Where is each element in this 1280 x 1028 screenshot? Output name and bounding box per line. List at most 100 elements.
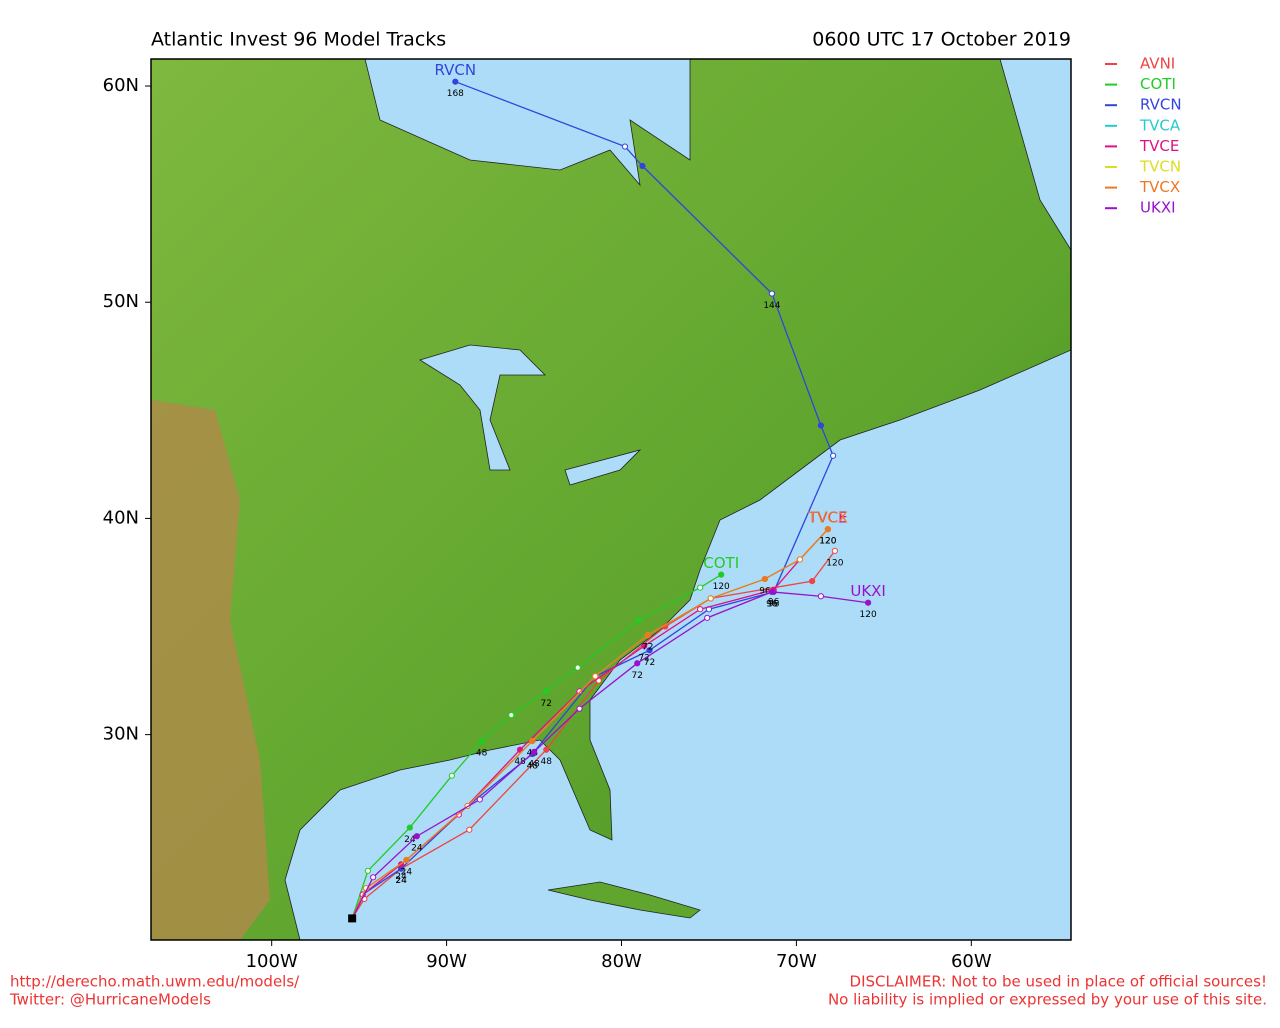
hour-label: 24: [395, 876, 407, 886]
liability: No liability is implied or expressed by …: [828, 991, 1267, 1009]
track-point: [697, 584, 704, 591]
track-point: [635, 616, 643, 624]
hour-label: 24: [401, 868, 413, 878]
legend-label: UKXI: [1140, 199, 1176, 217]
legend-label: TVCN: [1139, 158, 1181, 176]
title: Atlantic Invest 96 Model Tracks: [151, 29, 446, 51]
footer-twitter: Twitter: @HurricaneModels: [9, 991, 211, 1009]
track-point: [592, 673, 599, 680]
legend-label: TVCX: [1139, 178, 1180, 196]
track-point: [543, 746, 550, 753]
hour-label: 72: [642, 643, 653, 653]
track-point: [761, 575, 769, 583]
hour-label: 72: [644, 658, 655, 668]
track-point: [413, 833, 420, 840]
track-point: [621, 143, 629, 150]
hour-label: 24: [395, 876, 407, 886]
track-point: [697, 606, 704, 613]
disclaimer: DISCLAIMER: Not to be used in place of o…: [850, 973, 1267, 991]
track-point: [768, 290, 776, 297]
track-point: [516, 746, 524, 753]
hour-label: 168: [447, 89, 464, 99]
track-point: [448, 772, 455, 779]
hour-label: 48: [476, 749, 488, 759]
hour-label: 120: [819, 537, 836, 547]
track-point: [809, 578, 816, 585]
track-point: [707, 595, 714, 602]
track-point: [406, 824, 413, 831]
track-point: [466, 826, 473, 833]
track-point: [530, 748, 538, 756]
lon-tick-label: 80W: [601, 951, 642, 972]
track-point: [817, 422, 824, 429]
track-end-label: COTI: [703, 554, 739, 572]
mountains: [151, 400, 270, 940]
track-point: [634, 660, 641, 667]
hour-label: 24: [411, 844, 423, 854]
track-point: [403, 856, 410, 864]
hour-label: 120: [819, 537, 836, 547]
hour-label: 48: [514, 757, 526, 767]
hour-label: 144: [763, 301, 780, 311]
track-point: [831, 547, 838, 554]
hour-label: 96: [766, 599, 778, 609]
hour-label: 96: [759, 586, 771, 596]
start-marker: [348, 914, 357, 923]
track-point: [476, 796, 483, 803]
track-point: [641, 642, 648, 650]
track-point: [865, 599, 872, 606]
track-point: [824, 526, 831, 533]
track-end-label: TVCE: [807, 509, 847, 527]
hour-label: 48: [541, 757, 553, 767]
track-point: [796, 556, 803, 563]
lon-tick-label: 60W: [951, 951, 992, 972]
lat-tick-label: 40N: [103, 507, 139, 528]
map-frame: [150, 58, 1072, 941]
track-point: [543, 688, 550, 695]
track-point: [370, 874, 377, 881]
land: [151, 59, 1071, 940]
basemap: [151, 59, 1071, 940]
track-point: [529, 737, 536, 745]
track-point: [718, 571, 725, 578]
track-point: [452, 78, 459, 85]
date: 0600 UTC 17 October 2019: [812, 29, 1071, 51]
legend-label: TVCE: [1139, 137, 1179, 155]
track-point: [817, 593, 824, 600]
lake-erie: [564, 449, 642, 486]
track-point: [574, 664, 581, 671]
legend-label: COTI: [1140, 75, 1176, 93]
hour-label: 48: [528, 759, 540, 769]
hour-label: 24: [395, 872, 407, 882]
footer-url[interactable]: http://derecho.math.uwm.edu/models/: [10, 973, 300, 991]
hour-label: 96: [768, 597, 780, 607]
cuba: [547, 881, 701, 919]
lat-tick-label: 30N: [103, 724, 139, 745]
legend-label: AVNI: [1140, 55, 1175, 73]
track-point: [508, 712, 515, 719]
hour-label: 120: [713, 582, 730, 592]
hour-label: 72: [632, 671, 643, 681]
track-point: [576, 688, 583, 695]
track-point: [704, 614, 711, 621]
hour-label: 120: [826, 558, 843, 568]
lon-tick-label: 90W: [426, 951, 467, 972]
track-end-label: TVCX: [807, 509, 848, 527]
track-point: [644, 632, 651, 639]
track-point: [639, 162, 646, 170]
hour-label: 24: [404, 835, 416, 845]
track-point: [646, 647, 653, 654]
legend-label: RVCN: [1140, 96, 1182, 114]
track-point: [830, 452, 837, 459]
hour-label: 120: [860, 610, 877, 620]
track-point: [364, 867, 371, 874]
hour-label: 48: [527, 762, 539, 772]
track-point: [576, 705, 583, 712]
hour-label: 72: [541, 699, 552, 709]
lat-tick-label: 50N: [103, 291, 139, 312]
lon-tick-label: 100W: [246, 951, 298, 972]
legend-label: TVCA: [1139, 116, 1181, 134]
lon-tick-label: 70W: [776, 951, 817, 972]
lat-tick-label: 60N: [103, 75, 139, 96]
